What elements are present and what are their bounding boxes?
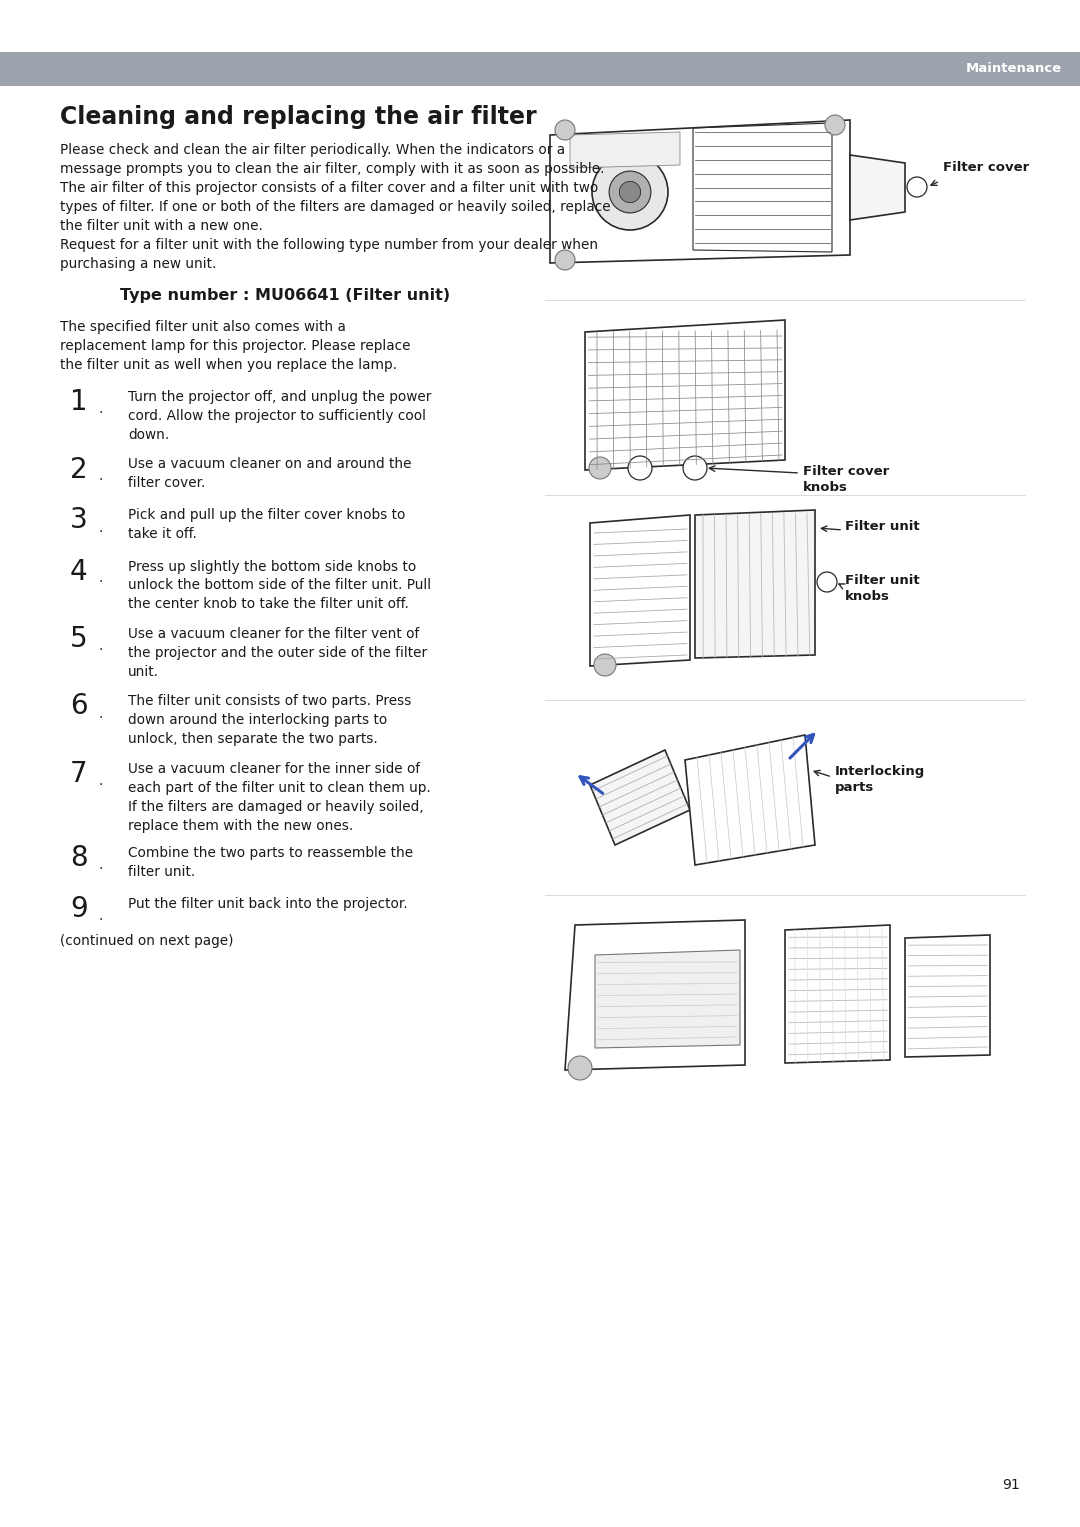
Circle shape (816, 573, 837, 592)
Polygon shape (850, 156, 905, 220)
Polygon shape (785, 925, 890, 1063)
Text: Filter unit: Filter unit (845, 521, 920, 533)
Text: Use a vacuum cleaner on and around the
filter cover.: Use a vacuum cleaner on and around the f… (129, 458, 411, 490)
Polygon shape (685, 734, 815, 864)
Text: 1: 1 (70, 388, 87, 415)
Text: Filter unit
knobs: Filter unit knobs (845, 574, 920, 603)
FancyBboxPatch shape (0, 52, 1080, 86)
Polygon shape (590, 750, 690, 844)
Text: (continued on next page): (continued on next page) (60, 935, 233, 948)
Polygon shape (570, 131, 680, 168)
Text: 3: 3 (70, 507, 87, 534)
Text: Cleaning and replacing the air filter: Cleaning and replacing the air filter (60, 105, 537, 128)
Circle shape (907, 177, 927, 197)
Text: 6: 6 (70, 693, 87, 721)
Text: Filter cover
knobs: Filter cover knobs (804, 466, 889, 495)
Text: Combine the two parts to reassemble the
filter unit.: Combine the two parts to reassemble the … (129, 846, 414, 880)
Polygon shape (565, 919, 745, 1070)
Text: .: . (98, 402, 103, 415)
Text: The specified filter unit also comes with a
replacement lamp for this projector.: The specified filter unit also comes wit… (60, 321, 410, 373)
Text: The filter unit consists of two parts. Press
down around the interlocking parts : The filter unit consists of two parts. P… (129, 695, 411, 747)
Text: .: . (98, 707, 103, 721)
Text: Turn the projector off, and unplug the power
cord. Allow the projector to suffic: Turn the projector off, and unplug the p… (129, 389, 431, 441)
Polygon shape (905, 935, 990, 1057)
Polygon shape (595, 950, 740, 1048)
Circle shape (592, 154, 669, 231)
Text: .: . (98, 571, 103, 585)
Text: .: . (98, 469, 103, 484)
Text: .: . (98, 909, 103, 922)
Text: Filter cover: Filter cover (943, 160, 1029, 174)
Text: Put the filter unit back into the projector.: Put the filter unit back into the projec… (129, 896, 407, 912)
Circle shape (568, 1057, 592, 1080)
Circle shape (594, 654, 616, 676)
Circle shape (555, 250, 575, 270)
Text: .: . (98, 858, 103, 872)
Circle shape (683, 457, 707, 479)
Text: .: . (98, 774, 103, 788)
Text: Pick and pull up the filter cover knobs to
take it off.: Pick and pull up the filter cover knobs … (129, 508, 405, 542)
Circle shape (825, 115, 845, 134)
Text: Use a vacuum cleaner for the inner side of
each part of the filter unit to clean: Use a vacuum cleaner for the inner side … (129, 762, 431, 832)
Text: Please check and clean the air filter periodically. When the indicators or a
mes: Please check and clean the air filter pe… (60, 144, 610, 270)
Text: 9: 9 (70, 895, 87, 922)
Text: .: . (98, 638, 103, 654)
Text: Maintenance: Maintenance (966, 63, 1062, 75)
Circle shape (619, 182, 640, 203)
Text: 91: 91 (1002, 1478, 1020, 1492)
Text: Use a vacuum cleaner for the filter vent of
the projector and the outer side of : Use a vacuum cleaner for the filter vent… (129, 628, 427, 680)
Circle shape (555, 121, 575, 140)
Text: Type number : MU06641 (Filter unit): Type number : MU06641 (Filter unit) (120, 289, 450, 302)
Circle shape (627, 457, 652, 479)
Text: 5: 5 (70, 625, 87, 654)
Text: Press up slightly the bottom side knobs to
unlock the bottom side of the filter : Press up slightly the bottom side knobs … (129, 559, 431, 611)
Text: 7: 7 (70, 760, 87, 788)
Circle shape (609, 171, 651, 212)
Text: 2: 2 (70, 455, 87, 484)
Text: 4: 4 (70, 557, 87, 585)
Polygon shape (696, 510, 815, 658)
Polygon shape (590, 515, 690, 666)
Text: Interlocking
parts: Interlocking parts (835, 765, 926, 794)
Text: .: . (98, 521, 103, 534)
Polygon shape (585, 321, 785, 470)
Circle shape (589, 457, 611, 479)
Text: 8: 8 (70, 844, 87, 872)
Polygon shape (550, 121, 850, 263)
